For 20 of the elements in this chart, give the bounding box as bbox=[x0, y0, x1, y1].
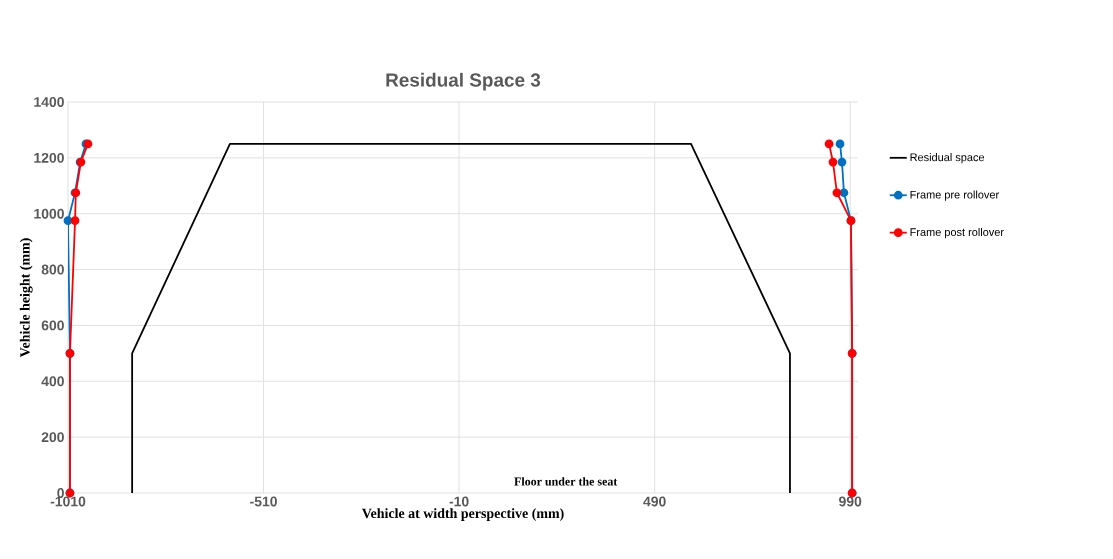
y-tick-label: 200 bbox=[41, 432, 64, 443]
legend-label: Frame post rollover bbox=[910, 227, 1004, 239]
x-tick-label: -1010 bbox=[50, 496, 86, 507]
x-tick-label: -10 bbox=[449, 496, 469, 507]
x-tick-label: 490 bbox=[643, 496, 666, 507]
y-tick-label: 0 bbox=[57, 488, 64, 498]
y-tick-label: 1400 bbox=[34, 97, 64, 107]
y-axis-title: Vehicle height (mm) bbox=[19, 238, 33, 358]
y-tick-label: 600 bbox=[41, 320, 64, 331]
x-tick-label: -510 bbox=[250, 496, 277, 507]
y-tick-label: 400 bbox=[41, 376, 64, 387]
y-tick-label: 1200 bbox=[34, 152, 64, 163]
x-axis-title: Vehicle at width perspective (mm) bbox=[361, 508, 564, 521]
y-tick-label: 1000 bbox=[34, 208, 64, 219]
legend-label: Residual space bbox=[910, 153, 985, 164]
y-tick-label: 800 bbox=[41, 264, 64, 275]
x-tick-label: 990 bbox=[839, 496, 862, 507]
annotation: Floor under the seat bbox=[514, 477, 618, 486]
legend-label: Frame pre rollover bbox=[910, 190, 999, 201]
chart-title: Residual Space 3 bbox=[386, 72, 541, 91]
